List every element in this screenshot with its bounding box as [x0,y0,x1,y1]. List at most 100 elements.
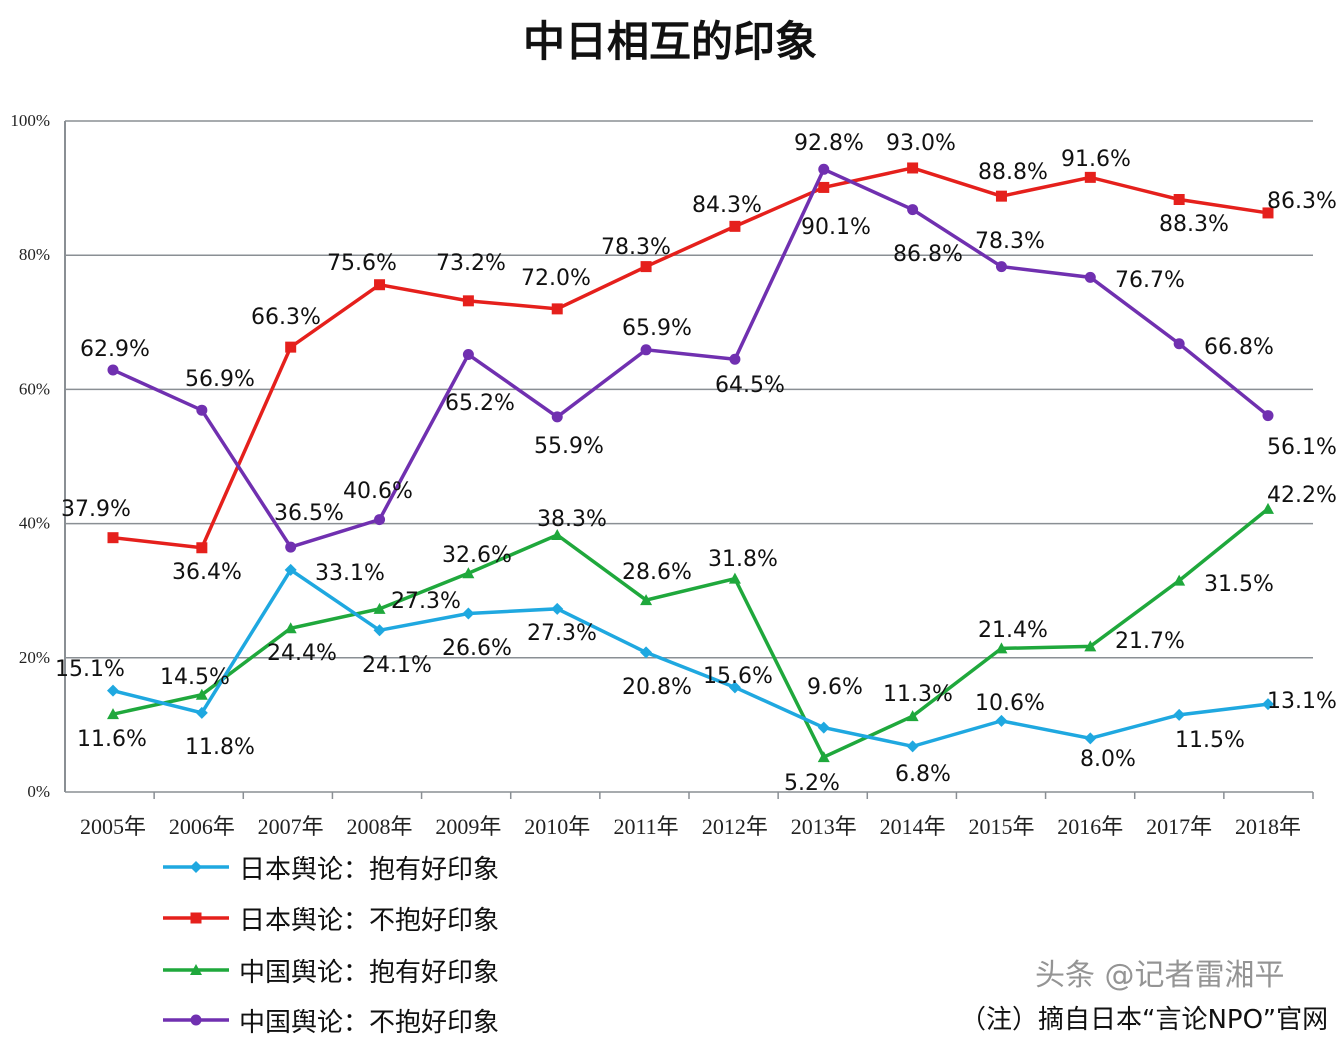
data-point [995,642,1008,654]
data-label: 42.2% [1267,483,1337,508]
data-point [374,279,386,291]
data-point [818,163,830,175]
data-label: 20.8% [622,675,692,700]
data-label: 21.4% [978,618,1048,643]
data-point [107,532,119,544]
data-label: 21.7% [1115,629,1185,654]
data-point [1084,732,1097,745]
data-point [640,261,652,273]
data-label: 11.3% [883,682,953,707]
data-point [284,622,297,634]
data-point [1262,410,1274,422]
data-point [906,740,919,753]
data-point [995,190,1007,202]
x-tick-label: 2011年 [613,814,678,839]
data-point [640,594,653,606]
data-label: 91.6% [1061,147,1131,172]
data-point [640,646,653,659]
y-tick-label: 60% [19,379,50,398]
data-point [285,541,297,553]
data-label: 15.1% [55,657,125,682]
data-label: 31.8% [708,547,778,572]
data-label: 6.8% [895,762,951,787]
data-label: 24.1% [362,653,432,678]
data-point [818,181,830,193]
y-tick-label: 20% [19,648,50,667]
data-label: 40.6% [343,479,413,504]
data-point [995,261,1007,273]
data-point [285,341,297,353]
y-tick-label: 100% [10,111,50,130]
data-label: 56.1% [1267,435,1337,460]
data-point [1173,338,1185,350]
series-line [112,166,1269,550]
x-tick-label: 2013年 [791,814,857,839]
legend-swatch-icon [163,1014,229,1026]
data-label: 13.1% [1267,689,1337,714]
data-point [817,721,830,734]
legend-marker-icon [190,1014,202,1026]
legend-label: 中国舆论：抱有好印象 [239,957,500,988]
data-point [728,681,741,694]
data-point [1084,171,1096,183]
data-point [551,303,563,315]
data-label: 11.5% [1175,728,1245,753]
series-line [112,507,1270,760]
data-point [1262,698,1274,711]
data-point [374,514,386,526]
data-label: 88.3% [1159,212,1229,237]
data-point [373,602,386,614]
legend-item: 中国舆论：抱有好印象 [163,950,499,990]
x-tick-label: 2018年 [1235,814,1301,839]
legend-item: 中国舆论：不抱好印象 [163,1000,499,1040]
data-point [817,751,830,763]
data-point [1173,574,1186,586]
legend-label: 日本舆论：抱有好印象 [239,854,500,885]
data-label: 37.9% [61,497,131,522]
x-tick-label: 2017年 [1146,814,1212,839]
data-point [907,162,919,174]
series-line [112,167,1270,550]
data-label: 65.9% [622,316,692,341]
data-point [462,349,474,361]
data-point [1173,194,1185,206]
watermark: 头条 @记者雷湘平 [1035,958,1285,993]
chart-title: 中日相互的印象 [522,17,817,66]
data-label: 76.7% [1115,268,1185,293]
y-tick-label: 80% [19,245,50,264]
data-point [551,411,563,423]
data-label: 24.4% [267,641,337,666]
data-label: 93.0% [886,131,956,156]
data-label: 66.8% [1204,335,1274,360]
series-line [112,567,1269,749]
data-point [995,714,1008,727]
data-point [107,364,119,376]
data-label: 11.8% [185,735,255,760]
data-point [373,624,386,637]
legend-marker-icon [190,964,202,975]
legend-label: 日本舆论：不抱好印象 [239,905,500,936]
x-tick-label: 2014年 [880,814,946,839]
data-point [462,607,475,620]
data-point [729,353,741,365]
data-label: 56.9% [185,367,255,392]
data-point [1084,640,1097,652]
data-label: 38.3% [537,507,607,532]
data-point [107,684,119,697]
data-point [551,602,564,615]
x-tick-label: 2016年 [1057,814,1123,839]
x-tick-label: 2010年 [524,814,590,839]
data-label: 14.5% [160,665,230,690]
data-point [1262,207,1274,219]
data-label: 65.2% [445,391,515,416]
data-point [729,220,741,232]
data-label: 73.2% [436,251,506,276]
data-label: 27.3% [391,589,461,614]
data-label: 66.3% [251,305,321,330]
data-label: 27.3% [527,621,597,646]
data-point [728,572,741,584]
legend-marker-icon [190,861,202,873]
legend-swatch-icon [163,912,229,924]
data-label: 90.1% [801,215,871,240]
